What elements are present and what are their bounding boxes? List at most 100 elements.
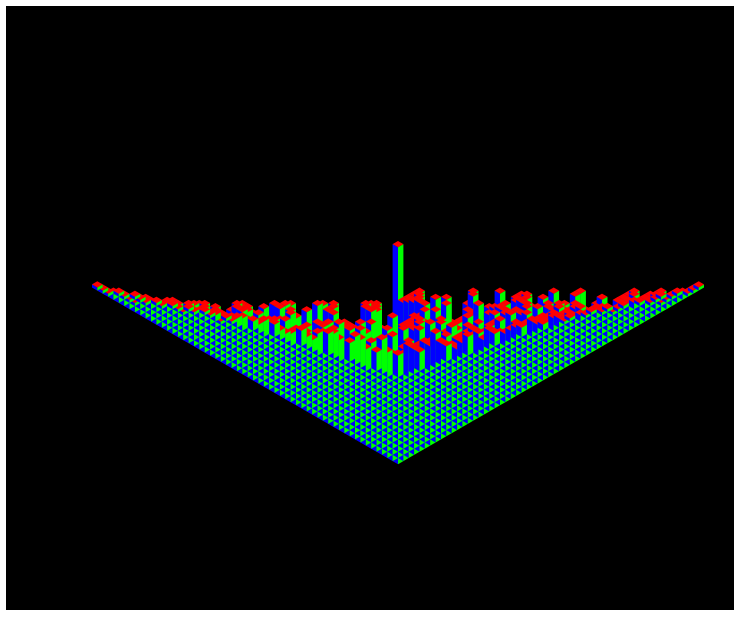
cube-face [296, 327, 302, 347]
cube-face [317, 321, 329, 328]
cube-face [408, 346, 415, 375]
cube-face [161, 303, 168, 310]
cube-face [650, 296, 656, 303]
cube-face [398, 324, 409, 331]
cube-face [231, 303, 243, 310]
cube-face [489, 309, 500, 316]
cube-face [301, 306, 313, 313]
cube-face [494, 287, 506, 294]
cube-face [355, 324, 366, 331]
cube-face [312, 337, 318, 353]
cube-face [494, 303, 506, 310]
cube-face [602, 306, 608, 313]
cube-face [655, 290, 667, 297]
cube-face [118, 290, 125, 297]
cube-face [279, 299, 291, 307]
cube-face [183, 303, 194, 310]
cube-face [612, 306, 619, 313]
cube-face [553, 312, 565, 319]
cube-face [263, 318, 270, 338]
cube-face [596, 309, 602, 316]
cube-face [414, 324, 425, 331]
cube-face [623, 303, 629, 310]
cube-face [693, 284, 699, 291]
cube-face [521, 303, 533, 310]
cube-face [580, 312, 586, 319]
cube-face [483, 327, 490, 350]
cube-face [478, 337, 484, 353]
cube-face [532, 303, 543, 310]
cube-face [258, 303, 270, 310]
cube-face [543, 321, 549, 331]
cube-face [473, 299, 484, 307]
cube-face [602, 303, 613, 310]
cube-face [194, 309, 200, 316]
cube-face [269, 299, 280, 307]
cube-face [408, 343, 420, 350]
cube-face [371, 346, 382, 353]
cube-face [285, 309, 296, 316]
cube-face [344, 337, 355, 344]
cube-face [253, 309, 264, 316]
cube-face [467, 334, 474, 356]
cube-face [489, 330, 495, 347]
cube-face [430, 330, 436, 369]
cube-face [108, 290, 114, 297]
cube-face [682, 290, 688, 297]
cube-face [258, 315, 270, 322]
cube-face [274, 303, 286, 310]
cube-face [612, 296, 624, 303]
cube-face [392, 349, 404, 356]
cube-face [521, 293, 533, 300]
cube-face [156, 299, 162, 307]
cube-face [516, 321, 527, 328]
cube-face [500, 330, 506, 347]
cube-face [328, 330, 334, 356]
cube-face [236, 306, 248, 313]
cube-face [312, 299, 323, 307]
cube-face [618, 293, 629, 300]
cube-face [575, 287, 586, 294]
cube-face [559, 318, 565, 325]
cube-face [500, 299, 511, 307]
cube-face [204, 309, 211, 316]
cube-face [661, 293, 667, 300]
cube-face [414, 296, 425, 303]
cube-face [236, 315, 243, 328]
cube-face [387, 349, 393, 378]
cube-face [381, 337, 388, 375]
cube-face [344, 324, 355, 331]
cube-face [414, 318, 425, 325]
cube-face [129, 293, 135, 300]
cube-face [92, 284, 98, 291]
cube-face [639, 293, 651, 300]
cube-face [328, 309, 339, 316]
cube-face [419, 337, 431, 344]
cube-face [279, 327, 286, 341]
cube-face [113, 287, 125, 294]
cube-face [537, 321, 543, 331]
cube-face [441, 330, 452, 338]
cube-face [585, 306, 597, 313]
cube-face [301, 321, 313, 328]
cube-face [435, 318, 447, 325]
cube-face [220, 312, 232, 319]
cube-face [430, 327, 441, 334]
cube-face [505, 327, 511, 344]
cube-face [301, 327, 307, 347]
cube-face [247, 318, 253, 331]
cube-face [365, 306, 377, 313]
cube-face [312, 327, 323, 334]
cube-face [403, 340, 415, 347]
cube-face [322, 318, 334, 325]
cube-face [467, 324, 479, 331]
cube-face [537, 293, 549, 300]
cube-face [285, 330, 291, 344]
cube-face [371, 349, 377, 372]
cube-face [199, 309, 205, 316]
cube-face [183, 306, 189, 313]
cube-face [462, 312, 474, 319]
cube-face [360, 337, 366, 369]
cube-face [134, 293, 141, 300]
cube-face [430, 293, 441, 300]
